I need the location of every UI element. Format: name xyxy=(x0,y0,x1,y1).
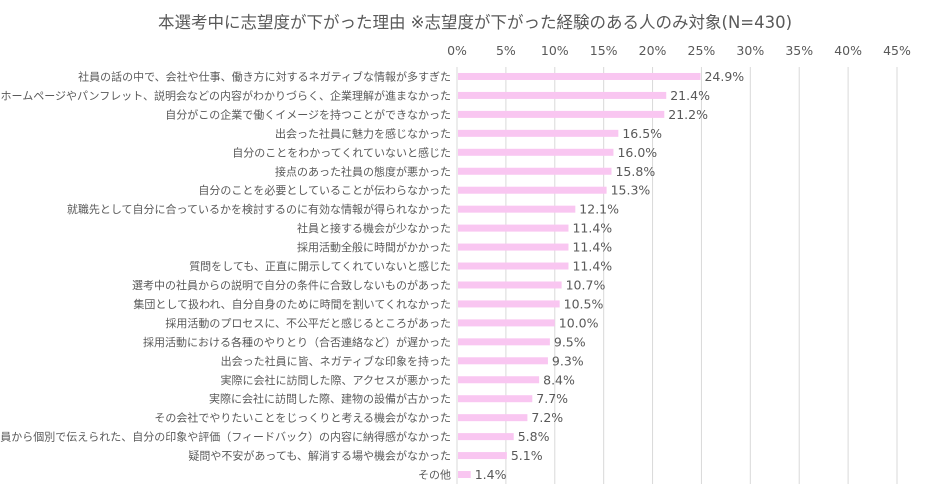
data-label: 5.8% xyxy=(518,429,550,444)
bar xyxy=(458,224,569,232)
category-label: 選考中の社員からの説明で自分の条件に合致しないものがあった xyxy=(132,278,451,292)
category-label: 採用活動のプロセスに、不公平だと感じるところがあった xyxy=(165,316,451,330)
category-label: 採用活動全般に時間がかかった xyxy=(297,240,451,254)
data-label: 15.8% xyxy=(615,164,655,179)
category-label: 社員と接する機会が少なかった xyxy=(297,221,451,235)
category-label: 疑問や不安があっても、解消する場や機会がなかった xyxy=(188,449,451,463)
category-label: 集団として扱われ、自分自身のために時間を割いてくれなかった xyxy=(133,297,451,311)
category-label: 実際に会社に訪問した際、建物の設備が古かった xyxy=(209,392,451,406)
bar xyxy=(458,148,614,156)
bar xyxy=(458,243,569,251)
x-tick-label: 0% xyxy=(447,43,467,58)
category-label: その他 xyxy=(418,469,451,482)
bar xyxy=(458,167,612,175)
bar xyxy=(458,452,507,460)
data-label: 12.1% xyxy=(579,202,619,217)
category-label: 出会った社員に魅力を感じなかった xyxy=(275,126,451,140)
x-tick-label: 40% xyxy=(834,43,862,58)
category-label: 自分がこの企業で働くイメージを持つことができなかった xyxy=(165,107,451,121)
data-label: 10.5% xyxy=(564,296,604,311)
bar xyxy=(458,319,555,327)
data-label: 1.4% xyxy=(475,467,507,482)
data-label: 5.1% xyxy=(511,448,543,463)
category-label: その会社でやりたいことをじっくりと考える機会がなかった xyxy=(154,411,451,425)
bar xyxy=(458,414,528,422)
data-label: 7.7% xyxy=(536,391,568,406)
data-label: 11.4% xyxy=(572,240,612,255)
data-label: 8.4% xyxy=(543,372,575,387)
x-tick-label: 5% xyxy=(496,43,516,58)
bar xyxy=(458,110,665,118)
category-label: ホームページやパンフレット、説明会などの内容がわかりづらく、企業理解が進まなかっ… xyxy=(1,88,451,102)
data-label: 21.4% xyxy=(670,88,710,103)
chart-title: 本選考中に志望度が下がった理由 ※志望度が下がった経験のある人のみ対象(N=43… xyxy=(158,13,792,32)
bar xyxy=(458,376,540,384)
data-label: 9.3% xyxy=(552,353,584,368)
data-label: 15.3% xyxy=(611,183,651,198)
category-label: 自分のことをわかってくれていないと感じた xyxy=(232,146,451,159)
x-tick-label: 15% xyxy=(590,43,618,58)
bar xyxy=(458,300,560,308)
data-label: 11.4% xyxy=(572,221,612,236)
category-label: 接点のあった社員の態度が悪かった xyxy=(275,164,451,178)
bar xyxy=(458,471,471,479)
category-label: 就職先として自分に合っているかを検討するのに有効な情報が得られなかった xyxy=(67,202,451,216)
bar xyxy=(458,281,562,289)
x-tick-label: 30% xyxy=(736,43,764,58)
bar xyxy=(458,129,619,137)
category-label: 出会った社員に皆、ネガティブな印象を持った xyxy=(221,354,451,368)
category-label: 質問をしても、正直に開示してくれていないと感じた xyxy=(189,259,451,273)
x-tick-label: 45% xyxy=(883,43,911,58)
bar xyxy=(458,72,701,80)
category-label: 採用活動における各種のやりとり（合否連絡など）が遅かった xyxy=(143,335,451,349)
data-label: 11.4% xyxy=(572,259,612,274)
category-label: 社員の話の中で、会社や仕事、働き方に対するネガティブな情報が多すぎた xyxy=(78,69,451,83)
bar xyxy=(458,262,569,270)
bar xyxy=(458,395,533,403)
data-label: 21.2% xyxy=(668,107,708,122)
x-tick-label: 10% xyxy=(541,43,569,58)
data-label: 16.5% xyxy=(622,126,662,141)
bar xyxy=(458,205,576,213)
x-tick-label: 25% xyxy=(688,43,716,58)
category-label: 自分のことを必要としていることが伝わらなかった xyxy=(198,183,451,197)
bar xyxy=(458,433,514,441)
x-tick-label: 20% xyxy=(639,43,667,58)
bar xyxy=(458,186,607,194)
data-label: 10.7% xyxy=(566,277,606,292)
bar xyxy=(458,91,667,99)
data-label: 9.5% xyxy=(554,334,586,349)
data-label: 10.0% xyxy=(559,315,599,330)
category-label: 実際に会社に訪問した際、アクセスが悪かった xyxy=(221,373,451,387)
data-label: 16.0% xyxy=(617,145,657,160)
data-label: 24.9% xyxy=(704,69,744,84)
bar xyxy=(458,338,550,346)
category-label: 社員から個別で伝えられた、自分の印象や評価（フィードバック）の内容に納得感がなか… xyxy=(0,430,451,444)
bar xyxy=(458,357,548,365)
data-label: 7.2% xyxy=(531,410,563,425)
x-tick-label: 35% xyxy=(785,43,813,58)
